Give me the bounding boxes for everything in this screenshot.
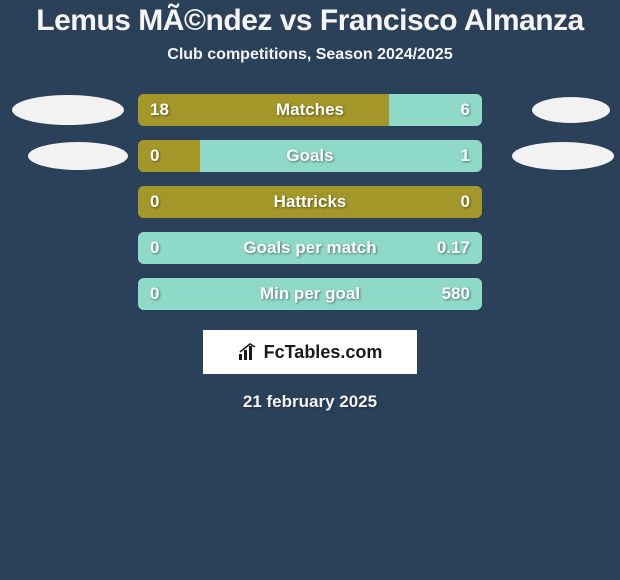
comparison-chart: 18 6 Matches 0 1 Goals 0 0 Hattricks 0 0.17 Goals p…	[0, 94, 620, 310]
stat-bar: 0 0.17 Goals per match	[138, 232, 482, 264]
stat-value-right: 1	[461, 146, 470, 166]
stat-value-left: 0	[150, 238, 159, 258]
left-ellipse-slot	[8, 95, 128, 125]
stat-value-right: 0.17	[437, 238, 470, 258]
stat-row: 0 0 Hattricks	[0, 186, 620, 218]
stat-value-right: 0	[461, 192, 470, 212]
logo-text: FcTables.com	[264, 342, 383, 363]
bar-fill-left	[138, 140, 200, 172]
player-ellipse-right	[532, 97, 610, 123]
stat-label: Goals	[286, 146, 333, 166]
stat-bar: 0 580 Min per goal	[138, 278, 482, 310]
stat-value-left: 0	[150, 192, 159, 212]
right-ellipse-slot	[492, 142, 612, 170]
stat-label: Matches	[276, 100, 344, 120]
bar-fill-right	[200, 140, 482, 172]
stat-label: Min per goal	[260, 284, 360, 304]
stat-bar: 18 6 Matches	[138, 94, 482, 126]
stat-value-right: 580	[442, 284, 470, 304]
stat-bar: 0 0 Hattricks	[138, 186, 482, 218]
stat-value-right: 6	[461, 100, 470, 120]
stat-value-left: 18	[150, 100, 169, 120]
stat-value-left: 0	[150, 146, 159, 166]
page-title: Lemus MÃ©ndez vs Francisco Almanza	[0, 0, 620, 38]
stat-row: 18 6 Matches	[0, 94, 620, 126]
barchart-icon	[238, 343, 260, 361]
stat-row: 0 0.17 Goals per match	[0, 232, 620, 264]
stat-bar: 0 1 Goals	[138, 140, 482, 172]
right-ellipse-slot	[492, 97, 612, 123]
stat-row: 0 1 Goals	[0, 140, 620, 172]
logo: FcTables.com	[238, 342, 383, 363]
logo-box: FcTables.com	[203, 330, 417, 374]
stat-label: Hattricks	[274, 192, 347, 212]
page-subtitle: Club competitions, Season 2024/2025	[0, 46, 620, 64]
bar-fill-left	[138, 94, 389, 126]
player-ellipse-left	[12, 95, 124, 125]
date-label: 21 february 2025	[0, 392, 620, 412]
stat-row: 0 580 Min per goal	[0, 278, 620, 310]
left-ellipse-slot	[8, 142, 128, 170]
stat-label: Goals per match	[243, 238, 376, 258]
player-ellipse-right	[512, 142, 614, 170]
player-ellipse-left	[28, 142, 128, 170]
stat-value-left: 0	[150, 284, 159, 304]
